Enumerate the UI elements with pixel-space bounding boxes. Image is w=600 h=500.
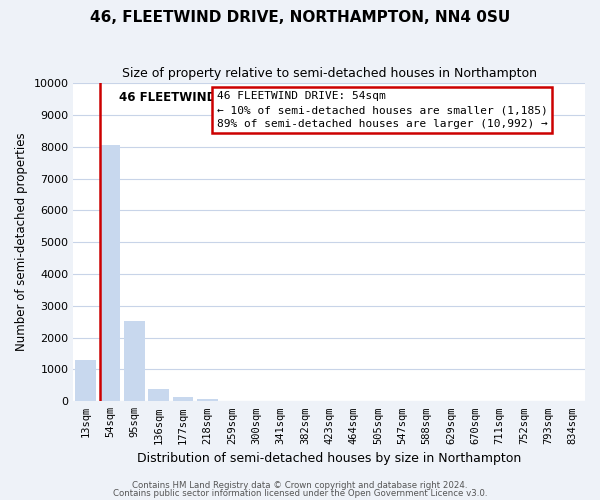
Text: Contains public sector information licensed under the Open Government Licence v3: Contains public sector information licen… bbox=[113, 488, 487, 498]
Y-axis label: Number of semi-detached properties: Number of semi-detached properties bbox=[15, 133, 28, 352]
Bar bbox=[197, 399, 218, 402]
Text: 46 FLEETWIND DRIVE: 54sqm
← 10% of semi-detached houses are smaller (1,185)
89% : 46 FLEETWIND DRIVE: 54sqm ← 10% of semi-… bbox=[217, 91, 547, 129]
X-axis label: Distribution of semi-detached houses by size in Northampton: Distribution of semi-detached houses by … bbox=[137, 452, 521, 465]
Bar bbox=[148, 389, 169, 402]
Bar bbox=[75, 360, 96, 402]
Title: Size of property relative to semi-detached houses in Northampton: Size of property relative to semi-detach… bbox=[122, 68, 537, 80]
Bar bbox=[173, 397, 193, 402]
Bar bbox=[124, 321, 145, 402]
Bar bbox=[100, 145, 121, 402]
Text: Contains HM Land Registry data © Crown copyright and database right 2024.: Contains HM Land Registry data © Crown c… bbox=[132, 481, 468, 490]
Text: 46 FLEETWIND DRIVE: 54sqm: 46 FLEETWIND DRIVE: 54sqm bbox=[119, 91, 314, 104]
Text: 46, FLEETWIND DRIVE, NORTHAMPTON, NN4 0SU: 46, FLEETWIND DRIVE, NORTHAMPTON, NN4 0S… bbox=[90, 10, 510, 25]
